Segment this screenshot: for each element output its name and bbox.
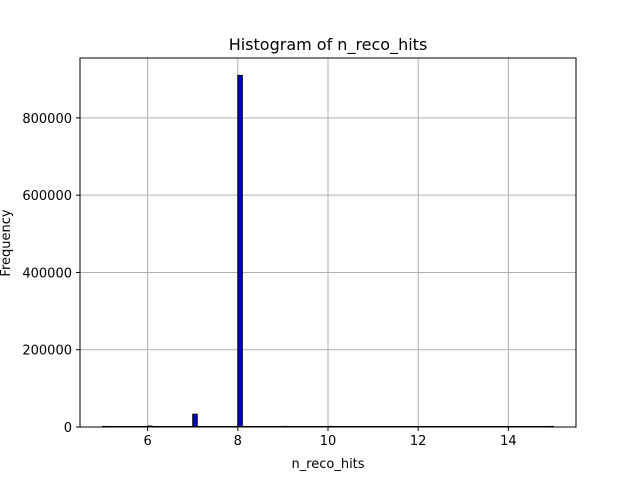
y-tick-label: 800000 (22, 112, 72, 127)
tick-layer: 6 8 10 12 14 0 200000 400000 600000 800000 (22, 112, 516, 449)
x-tick-label: 6 (143, 434, 151, 449)
y-tick-label: 400000 (22, 266, 72, 281)
histogram-bar (237, 74, 243, 428)
histogram-bar (192, 413, 198, 428)
y-tick-label: 200000 (22, 344, 72, 359)
y-tick-label: 0 (64, 421, 72, 436)
x-axis-label: n_reco_hits (291, 457, 364, 472)
y-axis-label: Frequency (0, 209, 14, 276)
x-tick-label: 14 (500, 434, 517, 449)
x-tick-label: 12 (410, 434, 427, 449)
y-tick-label: 600000 (22, 189, 72, 204)
chart-title: Histogram of n_reco_hits (229, 35, 428, 55)
x-tick-label: 10 (320, 434, 337, 449)
grid-layer (80, 58, 576, 428)
x-tick-label: 8 (234, 434, 242, 449)
